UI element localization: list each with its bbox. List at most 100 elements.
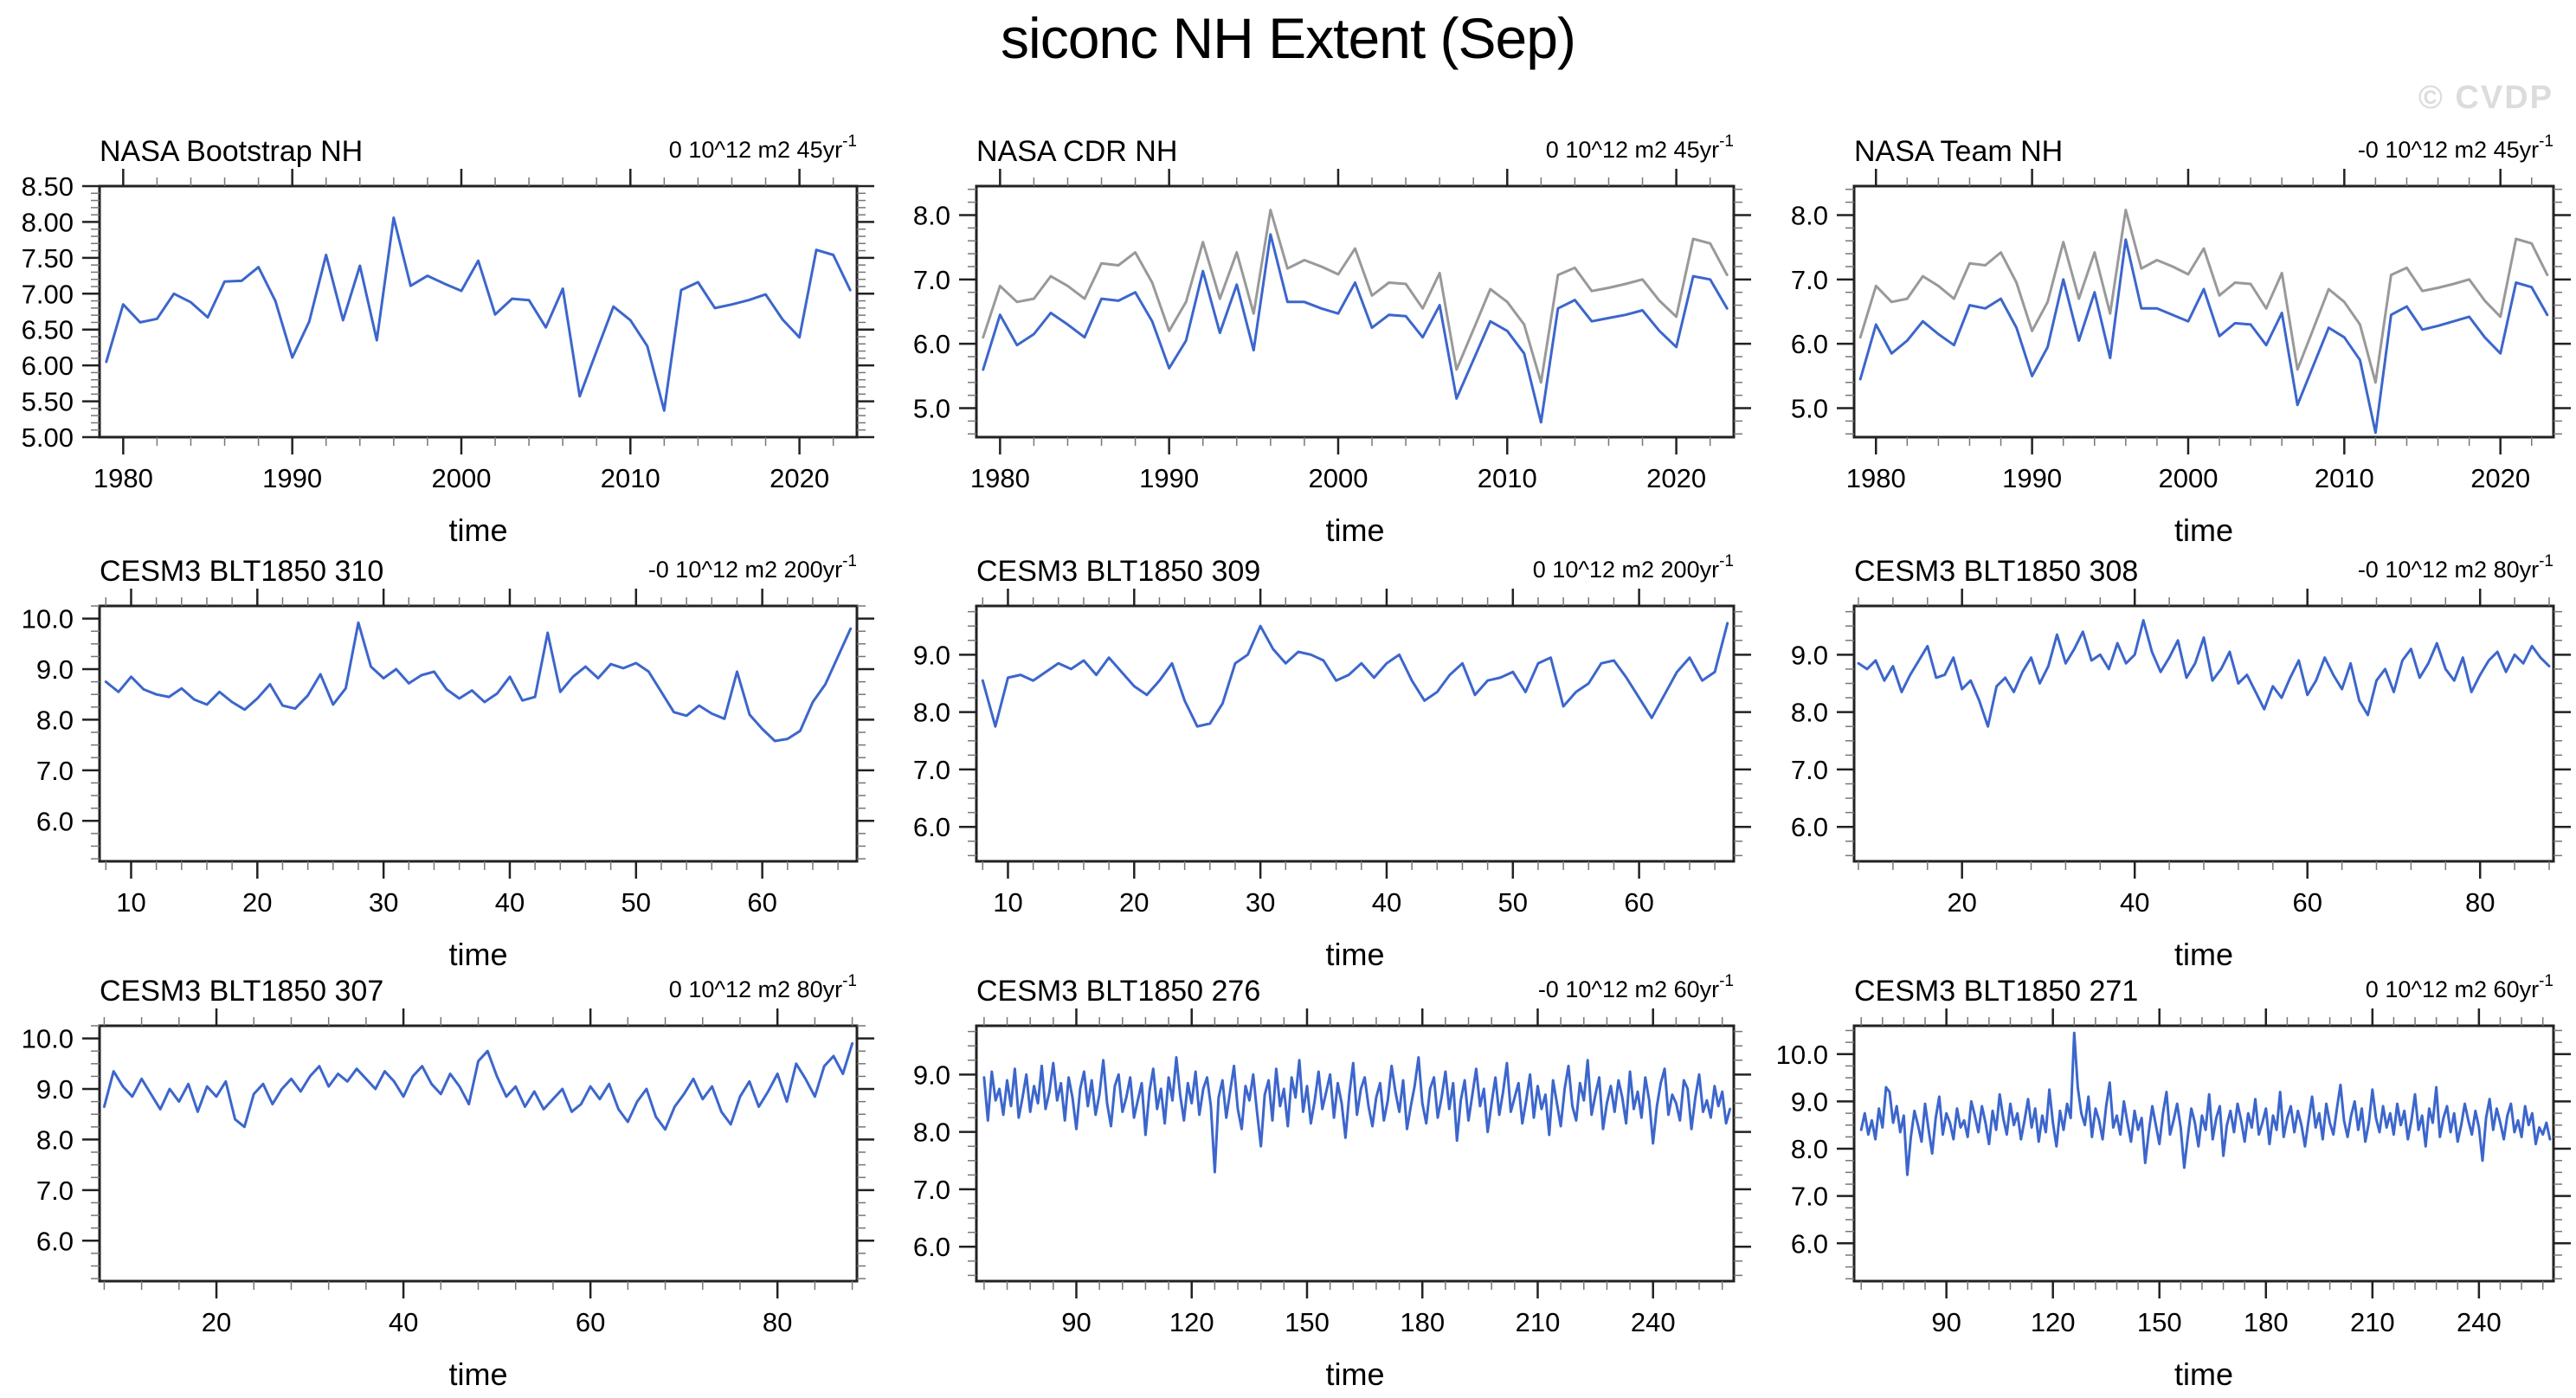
plot-frame: [1852, 1024, 2555, 1283]
series-line-cesm3-blt1850-309: [981, 622, 1729, 728]
y-tick-label: 8.0: [36, 1124, 74, 1155]
y-tick-label: 6.0: [913, 812, 950, 842]
x-tick-label: 240: [2457, 1307, 2502, 1337]
y-tick-label: 9.0: [913, 640, 950, 670]
x-tick-label: 80: [2465, 887, 2495, 918]
y-tick-label: 8.0: [1791, 200, 1828, 230]
chart-canvas-nasa-team-nh: 1980 1990 2000 2010 2020 5.0 6.0 7.0 8.0 NASA Tea…: [1791, 132, 2571, 548]
y-tick-label: 10.0: [1776, 1040, 1828, 1070]
y-tick-label: 9.0: [913, 1060, 950, 1090]
y-tick-label: 9.0: [36, 1074, 74, 1105]
series-line-reference: [982, 209, 1729, 384]
y-tick-label: 7.0: [1791, 1182, 1828, 1212]
panel-cesm3-blt1850-308: 20 40 60 80 6.0 7.0 8.0 9.0 CESM3 BLT1850 308 -0 …: [1791, 552, 2571, 972]
x-tick-label: 1990: [2002, 463, 2062, 493]
x-tick-label: 2020: [2470, 463, 2530, 493]
x-tick-label: 2000: [1308, 463, 1368, 493]
y-tick-label: 5.00: [22, 422, 74, 453]
y-tick-label: 8.50: [22, 171, 74, 202]
x-tick-label: 1990: [1139, 463, 1199, 493]
chart-canvas-cesm3-blt1850-276: 90 120 150 180 210 240 6.0 7.0 8.0 9.0 CESM3 BLT18…: [913, 972, 1751, 1392]
time-axis-label: time: [448, 937, 507, 972]
x-tick-label: 90: [1061, 1307, 1091, 1337]
y-tick-label: 7.0: [36, 1176, 74, 1206]
x-tick-label: 60: [747, 887, 776, 918]
y-tick-label: 6.0: [1791, 812, 1828, 842]
x-tick-label: 30: [1246, 887, 1275, 918]
series-line-cesm3-blt1850-310: [104, 621, 853, 743]
x-tick-label: 2020: [770, 463, 829, 493]
y-tick-label: 9.0: [1791, 1086, 1828, 1117]
chart-canvas-cesm3-blt1850-271: 90 120 150 180 210 240 6.0 7.0 8.0 9.0 10.0 CESM3 B…: [1776, 972, 2571, 1392]
y-tick-label: 5.0: [913, 394, 950, 424]
y-tick-label: 5.0: [1791, 394, 1828, 424]
trend-annotation: 0 10^12 m2 45yr-1: [669, 132, 857, 163]
chart-canvas-cesm3-blt1850-309: 10 20 30 40 50 60 6.0 7.0 8.0 9.0 CESM3 BLT1850 30…: [913, 552, 1751, 972]
series-line-reference: [1858, 209, 2549, 384]
time-axis-label: time: [448, 1356, 507, 1392]
x-tick-label: 40: [2120, 887, 2149, 918]
figure-title: siconc NH Extent (Sep): [1001, 6, 1576, 70]
plot-frame: [975, 604, 1736, 863]
panel-title: NASA Team NH: [1854, 135, 2063, 168]
time-axis-label: time: [2174, 512, 2233, 548]
y-tick-label: 6.0: [1791, 329, 1828, 359]
plot-frame: [975, 184, 1736, 439]
series-line-cesm3-blt1850-307: [102, 1041, 854, 1131]
x-tick-label: 1990: [262, 463, 322, 493]
panel-title: CESM3 BLT1850 276: [976, 975, 1260, 1008]
x-tick-label: 2000: [431, 463, 491, 493]
series-line-nasa-bootstrap-nh: [105, 216, 852, 412]
x-tick-label: 180: [2244, 1307, 2289, 1337]
y-tick-label: 9.0: [36, 654, 74, 685]
time-axis-label: time: [448, 512, 507, 548]
trend-annotation: 0 10^12 m2 45yr-1: [1546, 132, 1734, 163]
time-axis-label: time: [1325, 1356, 1384, 1392]
x-tick-label: 2020: [1646, 463, 1706, 493]
trend-annotation: -0 10^12 m2 45yr-1: [2358, 132, 2553, 163]
y-tick-label: 6.0: [913, 329, 950, 359]
panel-nasa-team-nh: 1980 1990 2000 2010 2020 5.0 6.0 7.0 8.0 NASA Tea…: [1791, 132, 2571, 548]
x-tick-label: 20: [202, 1307, 231, 1337]
trend-annotation: -0 10^12 m2 80yr-1: [2358, 552, 2553, 583]
panel-nasa-bootstrap-nh: 1980 1990 2000 2010 2020 5.00 5.50 6.00 6.50 7.00…: [22, 132, 874, 548]
x-tick-label: 80: [763, 1307, 792, 1337]
y-tick-label: 6.50: [22, 315, 74, 345]
x-tick-label: 50: [1498, 887, 1528, 918]
chart-canvas-nasa-cdr-nh: 1980 1990 2000 2010 2020 5.0 6.0 7.0 8.0 NASA CDR…: [913, 132, 1751, 548]
y-tick-label: 6.00: [22, 351, 74, 381]
y-tick-label: 10.0: [22, 604, 74, 635]
y-tick-label: 8.0: [1791, 1134, 1828, 1164]
y-tick-label: 8.0: [36, 705, 74, 735]
plot-frame: [98, 184, 859, 439]
y-tick-label: 10.0: [22, 1024, 74, 1054]
y-tick-label: 8.00: [22, 207, 74, 237]
panel-cesm3-blt1850-310: 10 20 30 40 50 60 6.0 7.0 8.0 9.0 10.0 CESM3 BLT185…: [22, 552, 874, 972]
panel-title: CESM3 BLT1850 310: [100, 555, 383, 588]
trend-annotation: 0 10^12 m2 80yr-1: [669, 972, 857, 1002]
panel-cesm3-blt1850-307: 20 40 60 80 6.0 7.0 8.0 9.0 10.0 CESM3 BLT1850 30…: [22, 972, 874, 1392]
x-tick-label: 30: [369, 887, 398, 918]
y-tick-label: 8.0: [913, 698, 950, 728]
trend-annotation: 0 10^12 m2 200yr-1: [1533, 552, 1734, 583]
plot-frame: [1852, 184, 2555, 439]
series-line-cesm3-blt1850-271: [1859, 1031, 2552, 1176]
y-tick-label: 6.0: [913, 1232, 950, 1262]
y-tick-label: 7.0: [913, 755, 950, 785]
y-tick-label: 7.0: [913, 265, 950, 295]
x-tick-label: 20: [1119, 887, 1149, 918]
series-line-nasa-cdr-nh: [982, 233, 1729, 424]
x-tick-label: 1980: [1846, 463, 1906, 493]
trend-annotation: -0 10^12 m2 200yr-1: [648, 552, 857, 583]
panel-cesm3-blt1850-276: 90 120 150 180 210 240 6.0 7.0 8.0 9.0 CESM3 BLT18…: [913, 972, 1751, 1392]
panel-nasa-cdr-nh: 1980 1990 2000 2010 2020 5.0 6.0 7.0 8.0 NASA CDR…: [913, 132, 1751, 548]
panel-title: CESM3 BLT1850 271: [1854, 975, 2138, 1008]
x-tick-label: 180: [1400, 1307, 1445, 1337]
y-tick-label: 7.0: [1791, 755, 1828, 785]
y-tick-label: 8.0: [913, 1118, 950, 1148]
panel-title: CESM3 BLT1850 308: [1854, 555, 2138, 588]
x-tick-label: 10: [993, 887, 1022, 918]
panel-title: CESM3 BLT1850 307: [100, 975, 383, 1008]
x-tick-label: 40: [495, 887, 525, 918]
